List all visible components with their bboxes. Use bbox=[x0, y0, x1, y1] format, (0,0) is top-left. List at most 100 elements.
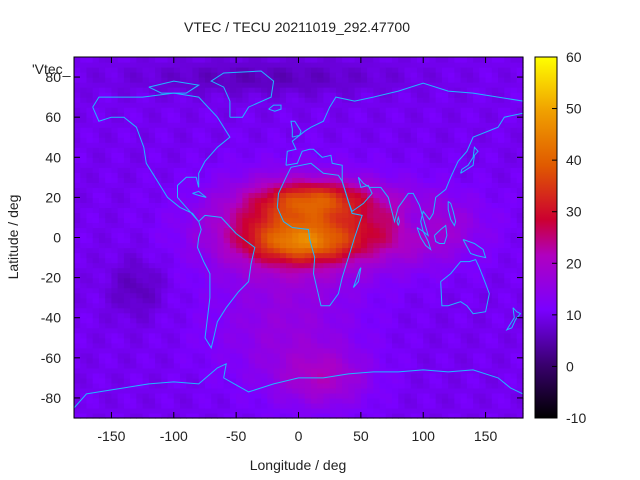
heatmap-cell bbox=[254, 102, 262, 108]
heatmap-cell bbox=[223, 267, 231, 274]
heatmap-cell bbox=[192, 207, 200, 214]
heatmap-cell bbox=[473, 177, 480, 183]
heatmap-cell bbox=[167, 257, 175, 264]
heatmap-cell bbox=[385, 82, 393, 88]
heatmap-cell bbox=[217, 412, 225, 419]
heatmap-cell bbox=[429, 112, 437, 118]
heatmap-cell bbox=[448, 72, 456, 78]
heatmap-cell bbox=[111, 387, 119, 394]
heatmap-cell bbox=[310, 97, 318, 103]
heatmap-cell bbox=[298, 302, 306, 309]
heatmap-cell bbox=[198, 117, 206, 123]
heatmap-cell bbox=[460, 172, 468, 178]
heatmap-cell bbox=[148, 162, 156, 168]
heatmap-cell bbox=[292, 172, 300, 178]
heatmap-cell bbox=[304, 322, 312, 329]
heatmap-cell bbox=[80, 287, 88, 294]
heatmap-cell bbox=[498, 72, 505, 78]
heatmap-cell bbox=[204, 252, 212, 259]
heatmap-cell bbox=[479, 382, 487, 389]
heatmap-cell bbox=[217, 272, 225, 279]
heatmap-cell bbox=[454, 382, 462, 389]
heatmap-cell bbox=[348, 337, 356, 344]
heatmap-cell bbox=[342, 337, 349, 344]
heatmap-cell bbox=[485, 227, 493, 234]
heatmap-cell bbox=[404, 192, 412, 198]
heatmap-cell bbox=[123, 412, 131, 419]
heatmap-cell bbox=[423, 142, 431, 148]
heatmap-cell bbox=[435, 397, 443, 404]
heatmap-cell bbox=[105, 192, 113, 198]
heatmap-cell bbox=[229, 217, 237, 224]
heatmap-cell bbox=[448, 142, 456, 148]
heatmap-cell bbox=[398, 152, 406, 158]
heatmap-cell bbox=[479, 372, 487, 379]
heatmap-cell bbox=[286, 207, 293, 214]
heatmap-cell bbox=[348, 287, 356, 294]
heatmap-cell bbox=[117, 102, 125, 108]
heatmap-cell bbox=[111, 212, 119, 219]
heatmap-cell bbox=[254, 307, 262, 314]
heatmap-cell bbox=[161, 237, 169, 244]
heatmap-cell bbox=[429, 252, 437, 259]
heatmap-cell bbox=[416, 137, 424, 143]
heatmap-cell bbox=[167, 232, 175, 239]
heatmap-cell bbox=[279, 147, 287, 153]
heatmap-cell bbox=[460, 332, 468, 339]
heatmap-cell bbox=[86, 142, 94, 148]
heatmap-cell bbox=[367, 367, 374, 374]
heatmap-cell bbox=[429, 412, 437, 419]
heatmap-cell bbox=[360, 142, 368, 148]
heatmap-cell bbox=[304, 402, 312, 409]
heatmap-cell bbox=[242, 287, 250, 294]
heatmap-cell bbox=[192, 212, 200, 219]
heatmap-cell bbox=[130, 82, 137, 88]
heatmap-cell bbox=[155, 287, 162, 294]
heatmap-cell bbox=[223, 122, 231, 128]
heatmap-cell bbox=[429, 357, 437, 364]
heatmap-cell bbox=[204, 132, 212, 138]
heatmap-cell bbox=[80, 132, 88, 138]
heatmap-cell bbox=[111, 287, 119, 294]
heatmap-cell bbox=[292, 277, 300, 284]
heatmap-cell bbox=[136, 287, 144, 294]
heatmap-cell bbox=[392, 202, 399, 209]
heatmap-cell bbox=[111, 62, 119, 68]
heatmap-cell bbox=[198, 182, 206, 188]
heatmap-cell bbox=[441, 362, 449, 369]
heatmap-cell bbox=[385, 112, 393, 118]
heatmap-cell bbox=[111, 222, 119, 229]
heatmap-cell bbox=[329, 412, 337, 419]
heatmap-cell bbox=[155, 62, 162, 68]
heatmap-cell bbox=[367, 152, 374, 158]
heatmap-cell bbox=[261, 407, 268, 414]
heatmap-cell bbox=[310, 387, 318, 394]
heatmap-cell bbox=[292, 347, 300, 354]
heatmap-cell bbox=[404, 222, 412, 229]
heatmap-cell bbox=[223, 347, 231, 354]
heatmap-cell bbox=[142, 362, 150, 369]
heatmap-cell bbox=[348, 137, 356, 143]
heatmap-cell bbox=[217, 337, 225, 344]
heatmap-cell bbox=[317, 267, 325, 274]
heatmap-cell bbox=[155, 327, 162, 334]
heatmap-cell bbox=[491, 112, 499, 118]
heatmap-cell bbox=[161, 292, 169, 299]
heatmap-cell bbox=[74, 372, 81, 379]
heatmap-cell bbox=[167, 172, 175, 178]
heatmap-cell bbox=[335, 382, 343, 389]
heatmap-cell bbox=[342, 317, 349, 324]
heatmap-cell bbox=[167, 297, 175, 304]
heatmap-cell bbox=[80, 192, 88, 198]
heatmap-cell bbox=[491, 272, 499, 279]
heatmap-cell bbox=[392, 322, 399, 329]
heatmap-cell bbox=[498, 67, 505, 73]
heatmap-cell bbox=[323, 252, 331, 259]
heatmap-cell bbox=[448, 222, 456, 229]
heatmap-cell bbox=[416, 162, 424, 168]
heatmap-cell bbox=[435, 127, 443, 133]
heatmap-cell bbox=[173, 147, 181, 153]
heatmap-cell bbox=[273, 97, 281, 103]
heatmap-cell bbox=[379, 177, 387, 183]
heatmap-cell bbox=[317, 227, 325, 234]
